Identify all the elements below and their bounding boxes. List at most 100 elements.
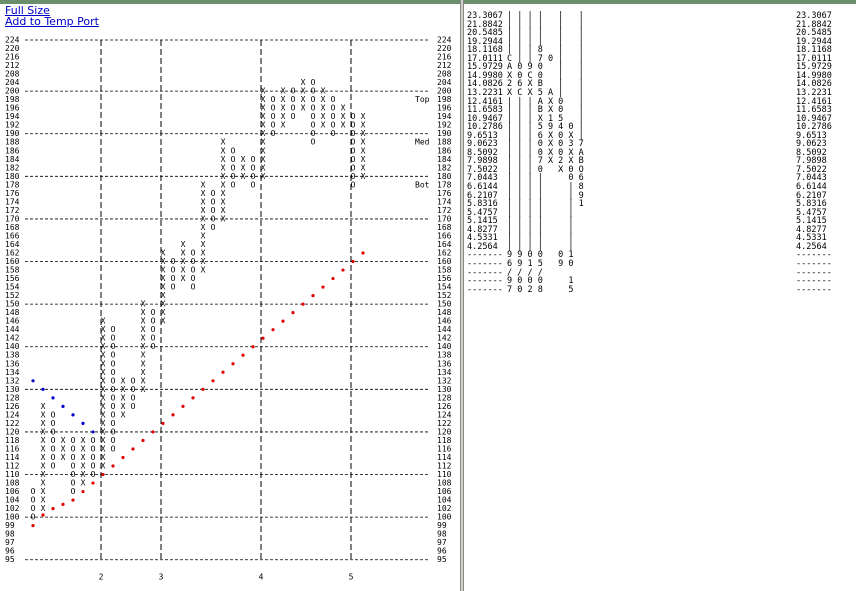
price-label: 198: [5, 95, 20, 104]
box-x: X: [221, 189, 226, 198]
price-label: 97: [5, 538, 15, 547]
box-o: O: [251, 172, 256, 181]
box-o: O: [51, 444, 56, 453]
box-o: O: [351, 138, 356, 147]
row-price: 4.5331: [796, 233, 827, 244]
temp-port-link[interactable]: Add to Temp Port: [5, 15, 99, 28]
box-x: X: [161, 249, 166, 258]
row-price: 6.2107: [796, 190, 827, 201]
resistance-dot: [61, 404, 65, 408]
box-o: O: [231, 146, 236, 155]
box-x: X: [101, 376, 106, 385]
price-label: 95: [437, 555, 447, 564]
box-x: X: [321, 95, 326, 104]
box-x: X: [141, 359, 146, 368]
price-label: 150: [5, 300, 20, 309]
price-label: 208: [5, 70, 20, 79]
price-label: 190: [5, 129, 20, 138]
box-x: X: [201, 223, 206, 232]
price-label: 122: [5, 419, 20, 428]
footer-marks: / / / /: [507, 267, 543, 278]
row-price: 5.1415: [467, 216, 498, 227]
box-o: O: [111, 427, 116, 436]
box-x: X: [201, 266, 206, 275]
row-marks: | | | 8 | |: [507, 45, 584, 56]
box-o: O: [271, 112, 276, 121]
row-price: 7.0443: [467, 173, 498, 184]
support-dot: [231, 362, 235, 366]
support-dot: [311, 294, 315, 298]
box-o: O: [271, 104, 276, 113]
box-x: X: [221, 172, 226, 181]
box-o: O: [171, 266, 176, 275]
box-x: X: [261, 146, 266, 155]
box-x: X: [61, 453, 66, 462]
box-x: X: [201, 180, 206, 189]
box-x: X: [41, 504, 46, 513]
row-price: 12.4161: [796, 96, 832, 107]
box-x: X: [241, 155, 246, 164]
box-o: O: [131, 402, 136, 411]
resistance-dot: [91, 430, 95, 434]
box-o: O: [151, 342, 156, 351]
box-o: O: [231, 180, 236, 189]
box-x: X: [221, 180, 226, 189]
row-price: 4.8277: [467, 224, 498, 235]
price-label: 216: [5, 53, 20, 62]
month-label: 3: [159, 573, 164, 582]
resistance-dot: [81, 421, 85, 425]
box-o: O: [71, 453, 76, 462]
price-label: 138: [437, 351, 452, 360]
price-label: 99: [5, 521, 15, 530]
box-o: O: [191, 283, 196, 292]
box-o: O: [111, 368, 116, 377]
box-x: X: [361, 172, 366, 181]
price-label: 138: [5, 351, 20, 360]
price-label: 136: [437, 359, 452, 368]
box-x: X: [361, 155, 366, 164]
support-dot: [101, 472, 105, 477]
price-label: 204: [437, 78, 452, 87]
row-marks: | | | 5 9 4 0 |: [507, 122, 584, 133]
row-marks: | | | B X 0 |: [507, 105, 584, 116]
box-o: O: [151, 317, 156, 326]
footer-right: -------: [796, 276, 832, 287]
footer-left: -------: [467, 258, 503, 269]
box-o: O: [51, 410, 56, 419]
level-label: Top: [415, 95, 430, 104]
box-o: O: [291, 104, 296, 113]
box-x: X: [361, 138, 366, 147]
box-x: X: [301, 87, 306, 96]
row-price: 9.0623: [796, 139, 827, 150]
support-dot: [151, 430, 155, 434]
price-label: 198: [437, 95, 452, 104]
box-o: O: [111, 351, 116, 360]
resistance-dot: [41, 387, 45, 391]
box-o: O: [111, 393, 116, 402]
box-o: O: [251, 163, 256, 172]
full-size-link[interactable]: Full Size: [5, 4, 50, 17]
support-dot: [321, 285, 325, 289]
box-o: O: [211, 223, 216, 232]
price-label: 174: [5, 197, 20, 206]
row-marks: | | | | |: [507, 207, 574, 218]
box-x: X: [81, 479, 86, 488]
month-label: 2: [99, 573, 104, 582]
box-x: X: [141, 351, 146, 360]
price-label: 106: [437, 487, 452, 496]
price-label: 224: [437, 36, 452, 45]
box-x: X: [161, 291, 166, 300]
price-label: 164: [5, 240, 20, 249]
price-label: 216: [437, 53, 452, 62]
row-marks: | | | 0 X 0 3 7: [507, 139, 584, 150]
box-o: O: [231, 163, 236, 172]
row-price: 10.2786: [467, 122, 503, 133]
footer-right: -------: [796, 267, 832, 278]
row-marks: | | | | | 1: [507, 199, 584, 210]
box-o: O: [71, 462, 76, 471]
support-dot: [41, 513, 45, 517]
price-label: 158: [5, 266, 20, 275]
box-o: O: [331, 95, 336, 104]
box-x: X: [281, 121, 286, 130]
row-marks: X 0 C 0 | |: [507, 70, 584, 81]
